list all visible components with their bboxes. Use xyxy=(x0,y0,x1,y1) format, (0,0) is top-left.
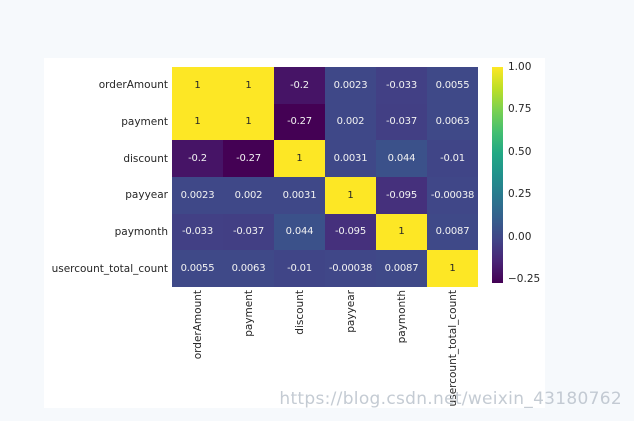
heatmap-cell: 0.002 xyxy=(325,103,376,141)
heatmap-cell: 1 xyxy=(223,103,274,141)
col-label: paymonth xyxy=(395,290,408,344)
heatmap-cell: 0.0031 xyxy=(274,177,325,214)
heatmap-cell: -0.01 xyxy=(427,140,478,177)
heatmap-cell: 0.002 xyxy=(223,177,274,214)
heatmap-grid: 1 1 -0.2 0.0023 -0.033 0.0055 1 1 -0.27 0.002 -0.0… xyxy=(172,67,478,287)
row-label: discount xyxy=(123,152,168,165)
heatmap-cell: 0.0087 xyxy=(427,213,478,251)
heatmap-cell: 0.044 xyxy=(376,140,427,177)
colorbar-tick-label: 0.25 xyxy=(508,188,532,201)
row-label: payment xyxy=(121,116,168,128)
heatmap-cell: 0.0023 xyxy=(172,177,223,214)
heatmap-cell: 0.0063 xyxy=(427,103,478,141)
heatmap-cell: -0.037 xyxy=(376,103,427,141)
heatmap-cell: 0.0023 xyxy=(325,67,376,104)
heatmap-cell: 1 xyxy=(427,250,478,287)
heatmap-cell: 1 xyxy=(172,67,223,104)
heatmap-cell: -0.00038 xyxy=(325,250,376,287)
heatmap-cell: -0.2 xyxy=(274,67,325,104)
heatmap-cell: -0.095 xyxy=(376,177,427,214)
row-label: orderAmount xyxy=(98,79,168,92)
col-label: orderAmount xyxy=(191,290,204,360)
col-label-slot: payment xyxy=(223,290,274,418)
heatmap-cell: -0.2 xyxy=(172,140,223,177)
colorbar-tick-label: −0.25 xyxy=(508,273,541,286)
heatmap-cell: -0.037 xyxy=(223,213,274,251)
colorbar-tick-label: 0.00 xyxy=(508,230,532,243)
heatmap-cell: -0.01 xyxy=(274,250,325,287)
heatmap-cell: 1 xyxy=(376,213,427,251)
col-label-slot: orderAmount xyxy=(172,290,223,418)
col-label: payment xyxy=(242,290,255,337)
row-label: paymonth xyxy=(114,226,168,239)
heatmap-cell: 1 xyxy=(223,67,274,104)
heatmap-cell: -0.27 xyxy=(223,140,274,177)
heatmap-cell: 0.0055 xyxy=(172,250,223,287)
colorbar-tick-labels: 1.00 0.75 0.50 0.25 0.00 −0.25 xyxy=(508,61,544,286)
col-label: payyear xyxy=(344,290,357,333)
heatmap-cell: 0.044 xyxy=(274,213,325,251)
heatmap-cell: 1 xyxy=(172,103,223,141)
watermark: https://blog.csdn.net/weixin_43180762 xyxy=(279,389,622,409)
colorbar: 1.00 0.75 0.50 0.25 0.00 −0.25 xyxy=(492,61,544,287)
heatmap-cell: 1 xyxy=(325,177,376,214)
heatmap-cell: 0.0055 xyxy=(427,67,478,104)
heatmap-cell: 0.0087 xyxy=(376,250,427,287)
colorbar-gradient xyxy=(492,67,503,283)
y-axis-labels: orderAmount payment discount payyear paymont… xyxy=(44,67,168,287)
heatmap-cell: 0.0031 xyxy=(325,140,376,177)
heatmap-cell: 0.0063 xyxy=(223,250,274,287)
heatmap-cell: -0.095 xyxy=(325,213,376,251)
colorbar-tick-label: 0.75 xyxy=(508,103,532,116)
row-label: payyear xyxy=(125,189,168,202)
heatmap-cell: -0.00038 xyxy=(427,177,478,214)
colorbar-tick-label: 1.00 xyxy=(508,60,532,73)
heatmap-cell: -0.033 xyxy=(172,213,223,251)
col-label: discount xyxy=(293,290,306,335)
colorbar-tick-label: 0.50 xyxy=(508,145,532,158)
row-label: usercount_total_count xyxy=(51,262,168,275)
heatmap-cell: -0.033 xyxy=(376,67,427,104)
figure-canvas: orderAmount payment discount payyear paymont… xyxy=(44,58,545,408)
heatmap-cell: 1 xyxy=(274,140,325,177)
heatmap-cell: -0.27 xyxy=(274,103,325,141)
